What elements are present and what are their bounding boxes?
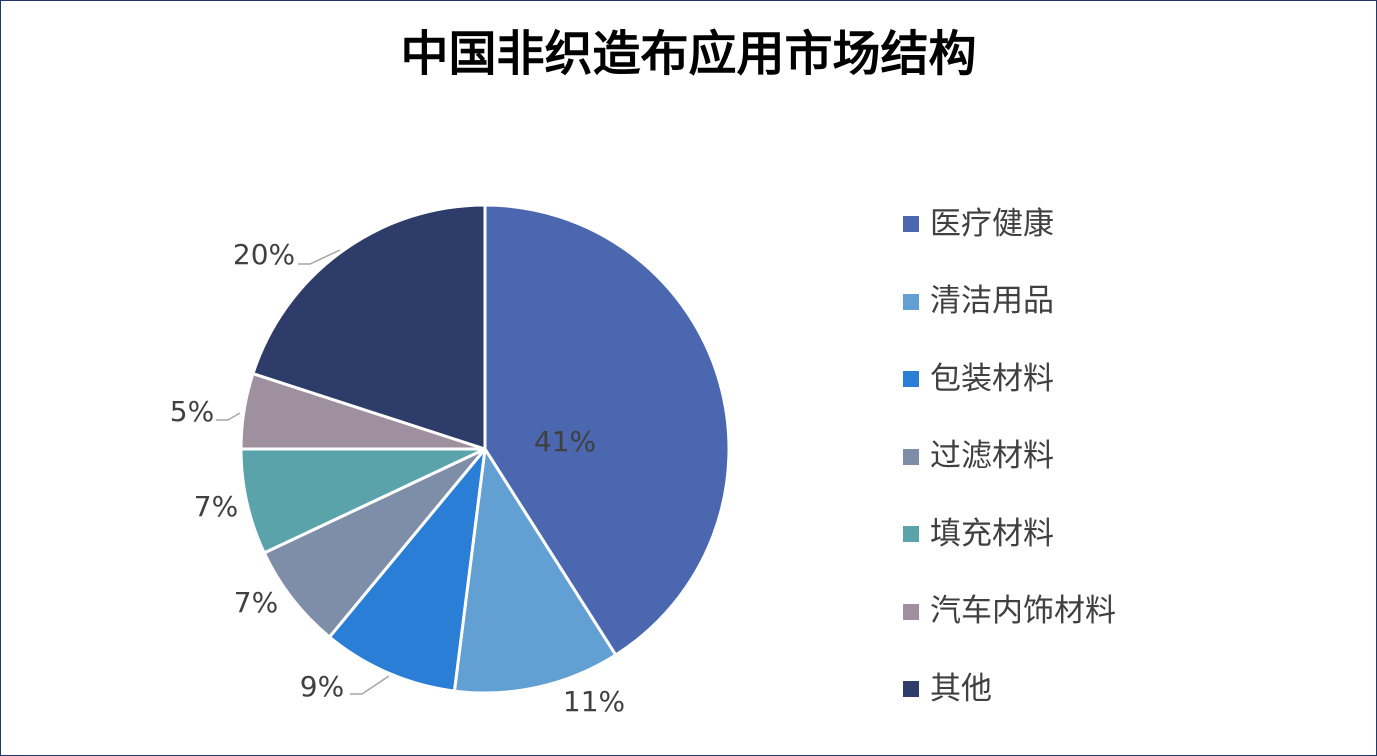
pie-slice-3	[327, 447, 487, 693]
legend-swatch-4	[903, 448, 919, 465]
legend-label-2: 清洁用品	[930, 283, 1054, 319]
pie-slice-4	[262, 447, 487, 639]
data-label-3: 9%	[300, 670, 344, 703]
legend-swatch-3	[903, 371, 919, 387]
legend-label-3: 包装材料	[930, 360, 1054, 397]
legend-swatch-5	[903, 526, 919, 542]
leader-line-7	[298, 249, 341, 265]
pie-slice-7	[251, 203, 487, 451]
legend-label-4: 过滤材料	[930, 438, 1054, 474]
data-label-5: 7%	[194, 490, 238, 523]
data-label-1: 41%	[534, 425, 596, 458]
legend-item-1: 医疗健康	[903, 200, 1054, 248]
data-label-7: 20%	[233, 238, 295, 271]
data-label-4: 7%	[234, 586, 278, 619]
legend-swatch-2	[903, 293, 919, 310]
legend-item-6: 汽车内饰材料	[903, 588, 1116, 636]
legend-label-6: 汽车内饰材料	[930, 593, 1116, 629]
legend-swatch-7	[903, 681, 919, 697]
data-label-6: 5%	[170, 395, 214, 428]
leader-line-6	[216, 412, 241, 421]
chart-title: 中国非织造布应用市场结构	[400, 26, 977, 82]
legend-item-2: 清洁用品	[903, 278, 1054, 326]
data-label-2: 11%	[563, 685, 625, 718]
legend-item-5: 填充材料	[903, 510, 1054, 558]
legend-label-5: 填充材料	[930, 515, 1054, 552]
legend-label-1: 医疗健康	[930, 205, 1054, 242]
legend-label-7: 其他	[930, 670, 992, 707]
leader-line-3	[350, 675, 390, 695]
pie-slice-2	[452, 447, 618, 695]
legend-swatch-1	[903, 216, 919, 232]
legend-swatch-6	[903, 603, 919, 620]
pie-slice-5	[239, 447, 487, 555]
legend-item-3: 包装材料	[903, 355, 1054, 403]
legend-item-7: 其他	[903, 665, 992, 713]
legend-item-4: 过滤材料	[903, 433, 1054, 481]
